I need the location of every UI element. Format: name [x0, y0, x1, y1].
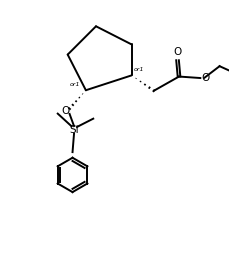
Text: O: O — [61, 106, 70, 116]
Text: or1: or1 — [134, 67, 144, 72]
Text: Si: Si — [69, 125, 79, 135]
Text: O: O — [174, 47, 182, 57]
Text: O: O — [201, 73, 209, 83]
Text: or1: or1 — [70, 82, 80, 87]
